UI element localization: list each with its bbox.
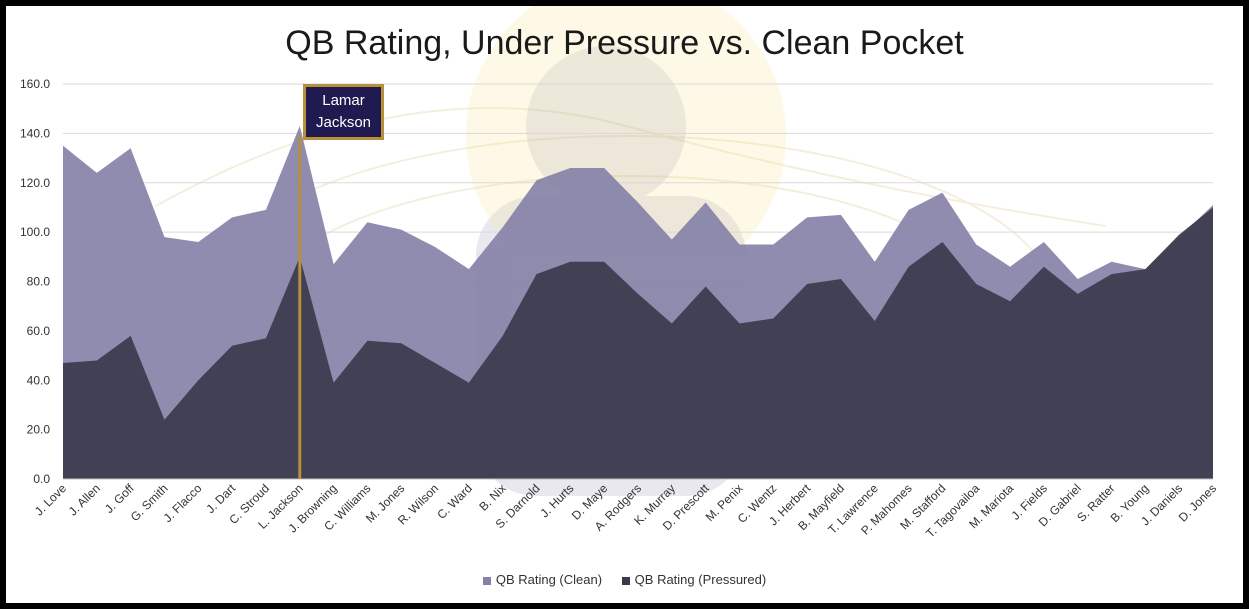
y-tick-label: 0.0	[33, 472, 50, 486]
legend-item-clean: QB Rating (Clean)	[482, 572, 603, 587]
x-tick-label: D. Jones	[1176, 481, 1219, 524]
y-tick-label: 60.0	[27, 324, 51, 338]
y-tick-label: 80.0	[27, 275, 51, 289]
x-tick-label: C. Ward	[434, 481, 475, 522]
callout-line-1: Lamar	[322, 92, 365, 109]
area-series	[63, 125, 1213, 479]
area-pressured	[63, 207, 1213, 479]
x-tick-label: J. Allen	[66, 481, 103, 518]
legend-swatch-clean	[482, 576, 491, 585]
y-tick-label: 40.0	[27, 373, 51, 387]
legend: QB Rating (Clean) QB Rating (Pressured)	[6, 572, 1243, 587]
x-tick-label: J. Love	[32, 481, 69, 518]
chart-title: QB Rating, Under Pressure vs. Clean Pock…	[285, 24, 964, 62]
callout-line-2: Jackson	[315, 114, 372, 131]
area-chart: 0.020.040.060.080.0100.0120.0140.0160.0 …	[20, 77, 1219, 540]
x-tick-label: J. Flacco	[161, 481, 205, 525]
legend-label-pressured: QB Rating (Pressured)	[634, 572, 767, 587]
y-tick-label: 20.0	[27, 423, 51, 437]
y-axis: 0.0 20.0 40.0 60.0 80.0 100.0 120.0 140.0 160.0	[20, 77, 50, 486]
legend-item-pressured: QB Rating (Pressured)	[621, 572, 767, 587]
highlight-callout: Lamar Jackson	[303, 84, 384, 140]
legend-label-clean: QB Rating (Clean)	[495, 572, 603, 587]
y-tick-label: 140.0	[20, 126, 50, 140]
y-tick-label: 120.0	[20, 176, 50, 190]
y-tick-label: 100.0	[20, 225, 50, 239]
legend-swatch-pressured	[621, 576, 630, 585]
chart-frame: QB Rating, Under Pressure vs. Clean Pock…	[6, 6, 1243, 603]
y-tick-label: 160.0	[20, 77, 50, 91]
